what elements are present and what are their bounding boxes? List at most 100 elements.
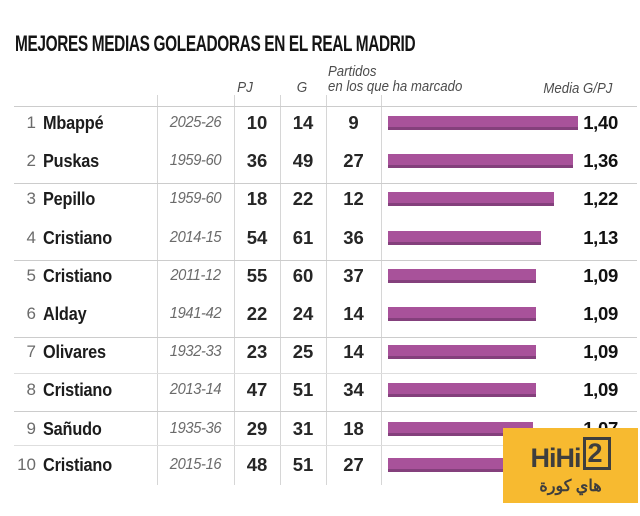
rank-label: 9: [26, 419, 36, 438]
hihi2-arabic-text: هاي كورة: [539, 477, 602, 495]
player-name: Cristiano: [43, 379, 112, 400]
player-name: Cristiano: [43, 454, 112, 475]
rank-label: 2: [26, 151, 36, 170]
pj-value: 10: [246, 112, 268, 133]
media-bar: [388, 116, 578, 130]
bar-container: [388, 295, 588, 333]
column-divider: [234, 95, 235, 485]
row-divider: [14, 183, 637, 184]
goals-value: 31: [292, 418, 314, 439]
table-row: 7 Olivares 1932-33 23 25 14 1,09: [0, 333, 640, 371]
season-label: 1932-33: [169, 343, 222, 360]
column-header-media-gpj: Media G/PJ: [543, 80, 612, 97]
bar-container: [388, 257, 588, 295]
player-name: Cristiano: [43, 265, 112, 286]
column-divider: [280, 95, 281, 485]
partidos-value: 27: [343, 150, 364, 171]
goals-value: 60: [292, 265, 314, 286]
table-row: 3 Pepillo 1959-60 18 22 12 1,22: [0, 180, 640, 218]
partidos-value: 14: [343, 341, 364, 362]
media-bar: [388, 192, 554, 206]
bar-container: [388, 446, 588, 484]
season-label: 1959-60: [169, 190, 222, 207]
media-value: 1,36: [583, 150, 618, 171]
pj-value: 36: [246, 150, 268, 171]
row-divider: [14, 445, 637, 446]
partidos-value: 18: [343, 418, 364, 439]
hihi2-watermark: HiHi 2 هاي كورة: [503, 428, 638, 503]
player-name: Puskas: [43, 150, 99, 171]
media-value: 1,13: [583, 227, 618, 248]
season-label: 1941-42: [169, 305, 222, 322]
column-header-goals: G: [296, 79, 308, 96]
column-header-partidos-line2: en los que ha marcado: [328, 78, 463, 95]
bar-container: [388, 219, 588, 257]
column-header-partidos-marcado: Partidos en los que ha marcado: [328, 64, 462, 94]
rank-label: 3: [26, 189, 36, 208]
partidos-value: 36: [343, 227, 364, 248]
season-label: 2013-14: [169, 381, 222, 398]
media-value: 1,09: [583, 379, 618, 400]
goals-value: 61: [292, 227, 314, 248]
media-bar: [388, 269, 536, 283]
partidos-value: 27: [343, 454, 364, 475]
row-divider: [14, 106, 637, 107]
season-label: 1935-36: [169, 420, 222, 437]
pj-value: 47: [246, 379, 268, 400]
column-divider: [326, 95, 327, 485]
player-name: Mbappé: [43, 112, 104, 133]
row-divider: [14, 373, 637, 374]
partidos-value: 9: [348, 112, 359, 133]
partidos-value: 14: [343, 303, 364, 324]
pj-value: 55: [246, 265, 268, 286]
hihi2-logo: HiHi 2: [530, 436, 611, 475]
row-divider: [14, 260, 637, 261]
bar-container: [388, 333, 588, 371]
hihi2-logo-number: 2: [583, 436, 611, 470]
column-divider: [381, 95, 382, 485]
pj-value: 54: [246, 227, 268, 248]
row-divider: [14, 411, 637, 412]
season-label: 2025-26: [169, 114, 222, 131]
rank-label: 1: [26, 113, 36, 132]
goals-value: 25: [292, 341, 314, 362]
bar-container: [388, 142, 588, 180]
table-row: 1 Mbappé 2025-26 10 14 9 1,40: [0, 104, 640, 142]
row-divider: [14, 337, 637, 338]
media-bar: [388, 422, 533, 436]
player-name: Sañudo: [43, 418, 102, 439]
player-name: Olivares: [43, 341, 106, 362]
rank-label: 6: [26, 304, 36, 323]
player-name: Pepillo: [43, 188, 96, 209]
bar-container: [388, 410, 588, 448]
media-bar: [388, 383, 536, 397]
column-divider: [157, 95, 158, 485]
media-bar: [388, 458, 532, 472]
rank-label: 10: [17, 455, 36, 474]
media-value: 1,40: [583, 112, 618, 133]
goals-value: 24: [292, 303, 314, 324]
table-row: 9 Sañudo 1935-36 29 31 18 1,07: [0, 410, 640, 448]
player-name: Alday: [43, 303, 87, 324]
media-bar: [388, 154, 573, 168]
media-bar: [388, 345, 536, 359]
bar-container: [388, 180, 588, 218]
pj-value: 29: [246, 418, 268, 439]
column-header-pj: PJ: [237, 79, 253, 96]
pj-value: 18: [246, 188, 268, 209]
table-row: 8 Cristiano 2013-14 47 51 34 1,09: [0, 371, 640, 409]
season-label: 2015-16: [169, 456, 222, 473]
bar-container: [388, 104, 588, 142]
partidos-value: 12: [343, 188, 364, 209]
goals-value: 14: [292, 112, 314, 133]
goals-value: 51: [292, 454, 314, 475]
media-value: 1,09: [583, 303, 618, 324]
table-row: 4 Cristiano 2014-15 54 61 36 1,13: [0, 219, 640, 257]
goals-value: 49: [292, 150, 314, 171]
media-value: 1,22: [583, 188, 618, 209]
partidos-value: 37: [343, 265, 364, 286]
pj-value: 48: [246, 454, 268, 475]
table-row: 5 Cristiano 2011-12 55 60 37 1,09: [0, 257, 640, 295]
pj-value: 22: [246, 303, 268, 324]
